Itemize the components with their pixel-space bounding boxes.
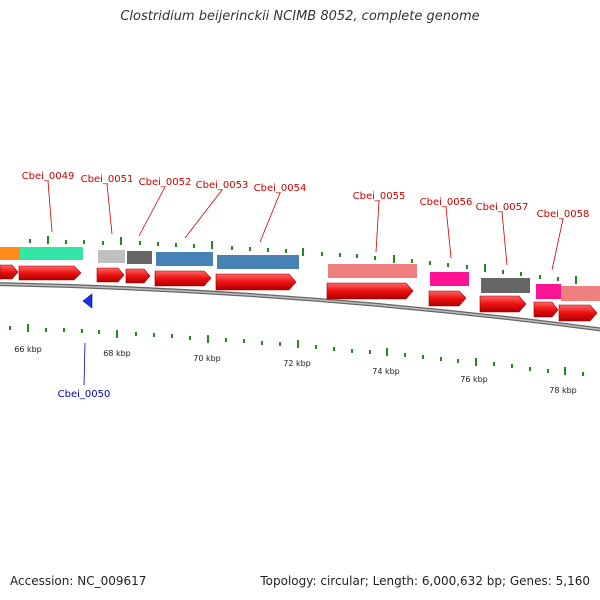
gene-label-cbei-0052[interactable]: Cbei_0052 (139, 177, 192, 188)
gene-labels: Cbei_0049 Cbei_0050 Cbei_0051 Cbei_0052 … (22, 171, 590, 400)
feature-box (0, 247, 20, 260)
gene-label-cbei-0054[interactable]: Cbei_0054 (254, 183, 307, 194)
feature-box (430, 272, 469, 286)
feature-box (98, 250, 125, 263)
scale-label-66: 66 kbp (14, 345, 42, 354)
scale-labels: 66 kbp 68 kbp 70 kbp 72 kbp 74 kbp 76 kb… (14, 345, 577, 395)
scale-label-74: 74 kbp (372, 367, 400, 376)
feature-box (536, 284, 561, 299)
gene-label-cbei-0051[interactable]: Cbei_0051 (81, 174, 134, 185)
feature-box (561, 286, 600, 301)
gene-label-cbei-0055[interactable]: Cbei_0055 (353, 191, 406, 202)
feature-box (156, 252, 213, 266)
gene-label-cbei-0050[interactable]: Cbei_0050 (58, 389, 111, 400)
upper-ticks (29, 236, 577, 284)
scale-label-68: 68 kbp (103, 349, 131, 358)
gene-label-cbei-0058[interactable]: Cbei_0058 (537, 209, 590, 220)
feature-box (328, 264, 417, 278)
gene-label-cbei-0057[interactable]: Cbei_0057 (476, 202, 529, 213)
feature-box (20, 247, 83, 260)
accession-text: Accession: NC_009617 (10, 574, 147, 588)
cog-feature-boxes (0, 247, 600, 301)
reverse-gene-arrow (82, 293, 93, 309)
scale-label-70: 70 kbp (193, 354, 221, 363)
label-connectors (47, 180, 564, 386)
genome-summary-text: Topology: circular; Length: 6,000,632 bp… (260, 574, 590, 588)
scale-label-78: 78 kbp (549, 386, 577, 395)
feature-box (127, 251, 152, 264)
gene-label-cbei-0049[interactable]: Cbei_0049 (22, 171, 75, 182)
forward-gene-arrows (0, 264, 598, 322)
gene-arrow (125, 268, 151, 284)
lower-ticks (9, 324, 584, 376)
map-title: Clostridium beijerinckii NCIMB 8052, com… (120, 9, 480, 24)
scale-label-76: 76 kbp (460, 375, 488, 384)
gene-arrow (0, 264, 19, 280)
gene-arrow (18, 265, 82, 281)
gene-arrow (215, 273, 297, 291)
gene-arrow (96, 267, 125, 283)
scale-label-72: 72 kbp (283, 359, 311, 368)
gene-arrow (533, 301, 559, 318)
gene-arrow (326, 282, 414, 300)
feature-box (481, 278, 530, 293)
gene-arrow (428, 290, 467, 307)
gene-label-cbei-0053[interactable]: Cbei_0053 (196, 180, 249, 191)
gene-arrow (154, 270, 212, 287)
gene-arrow (558, 304, 598, 322)
gene-arrow (479, 295, 527, 313)
gene-label-cbei-0056[interactable]: Cbei_0056 (420, 197, 473, 208)
feature-box (217, 255, 299, 269)
